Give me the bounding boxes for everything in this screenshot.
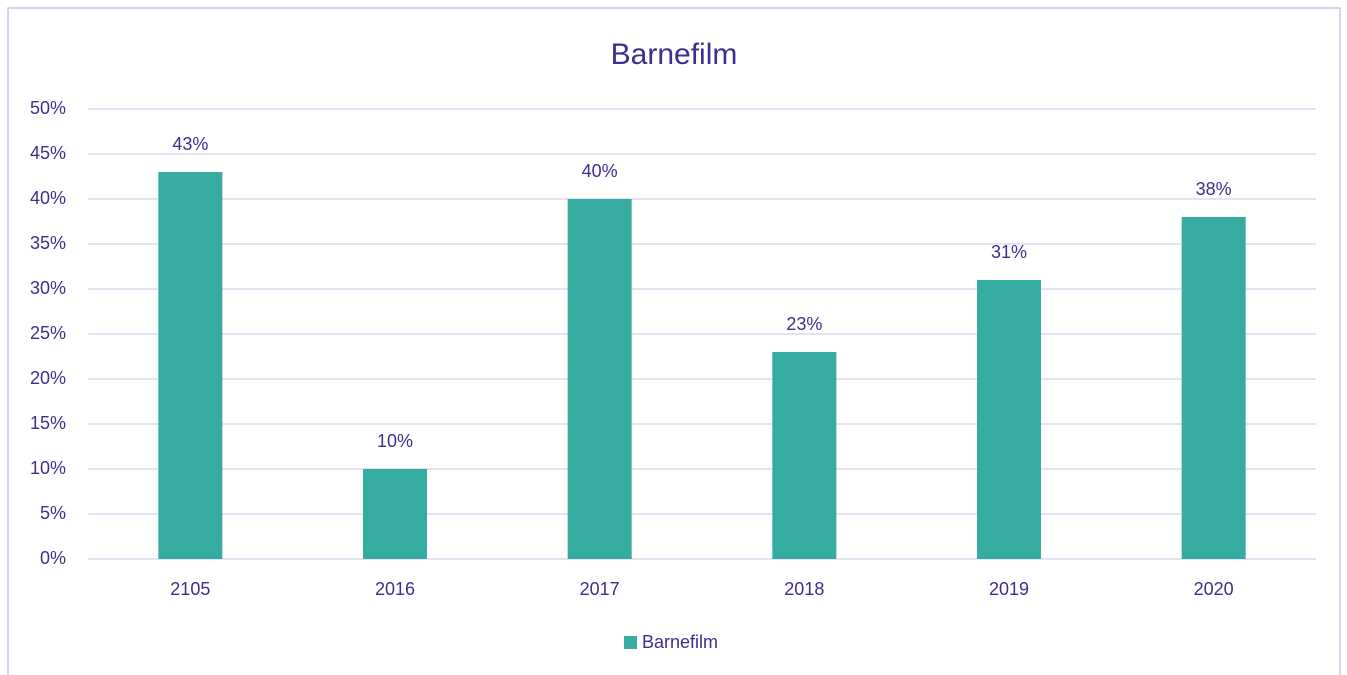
- chart-title: Barnefilm: [611, 38, 738, 71]
- y-tick-label: 40%: [30, 188, 66, 208]
- y-tick-label: 30%: [30, 278, 66, 298]
- data-label: 10%: [377, 431, 413, 451]
- legend-swatch: [624, 636, 637, 649]
- y-tick-label: 35%: [30, 233, 66, 253]
- x-tick-label: 2016: [375, 579, 415, 599]
- y-tick-label: 45%: [30, 143, 66, 163]
- y-tick-label: 50%: [30, 98, 66, 118]
- chart-frame: [7, 7, 1341, 675]
- y-tick-label: 25%: [30, 323, 66, 343]
- data-label: 40%: [582, 161, 618, 181]
- bar: [363, 469, 427, 559]
- x-tick-label: 2019: [989, 579, 1029, 599]
- bar: [567, 199, 632, 559]
- y-tick-label: 5%: [40, 503, 66, 523]
- bar: [977, 280, 1041, 559]
- x-tick-label: 2105: [170, 579, 210, 599]
- x-tick-label: 2018: [784, 579, 824, 599]
- x-tick-label: 2020: [1194, 579, 1234, 599]
- y-tick-label: 10%: [30, 458, 66, 478]
- x-tick-label: 2017: [580, 579, 620, 599]
- bar: [1181, 217, 1246, 559]
- bar: [158, 172, 223, 559]
- data-label: 31%: [991, 242, 1027, 262]
- legend-label: Barnefilm: [642, 632, 718, 652]
- y-tick-label: 0%: [40, 548, 66, 568]
- data-label: 43%: [172, 134, 208, 154]
- data-label: 38%: [1196, 179, 1232, 199]
- y-tick-label: 20%: [30, 368, 66, 388]
- data-label: 23%: [786, 314, 822, 334]
- bar: [772, 352, 837, 559]
- y-tick-label: 15%: [30, 413, 66, 433]
